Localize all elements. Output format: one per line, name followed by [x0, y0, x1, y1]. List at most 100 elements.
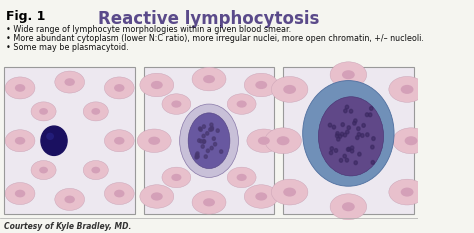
Circle shape: [345, 105, 349, 109]
Ellipse shape: [83, 161, 109, 180]
Circle shape: [209, 128, 212, 131]
Ellipse shape: [342, 202, 355, 211]
Text: Fig. 1: Fig. 1: [6, 10, 46, 23]
Ellipse shape: [303, 81, 394, 186]
Ellipse shape: [265, 128, 301, 154]
Ellipse shape: [227, 167, 256, 188]
Ellipse shape: [283, 85, 296, 94]
Ellipse shape: [319, 97, 383, 176]
FancyBboxPatch shape: [283, 67, 414, 214]
Circle shape: [199, 127, 201, 130]
Circle shape: [354, 161, 357, 165]
Ellipse shape: [258, 137, 270, 145]
Ellipse shape: [39, 167, 48, 173]
Ellipse shape: [140, 185, 174, 208]
Circle shape: [206, 149, 210, 153]
Circle shape: [365, 113, 369, 116]
Ellipse shape: [389, 76, 425, 102]
Ellipse shape: [237, 100, 246, 108]
Ellipse shape: [271, 179, 308, 205]
Circle shape: [334, 149, 337, 152]
Ellipse shape: [148, 137, 160, 145]
Ellipse shape: [151, 81, 163, 89]
Text: Reactive lymphocytosis: Reactive lymphocytosis: [98, 10, 319, 28]
Circle shape: [340, 132, 344, 136]
Ellipse shape: [83, 102, 109, 121]
Circle shape: [200, 140, 203, 143]
Ellipse shape: [15, 137, 25, 145]
Circle shape: [216, 129, 219, 132]
Ellipse shape: [188, 113, 230, 169]
Circle shape: [346, 147, 350, 151]
Circle shape: [202, 134, 205, 138]
Ellipse shape: [192, 67, 226, 91]
Ellipse shape: [39, 108, 48, 115]
Text: • More abundant cytoplasm (lower N:C ratio), more irregular nuclei, more open ch: • More abundant cytoplasm (lower N:C rat…: [6, 34, 424, 43]
Circle shape: [347, 147, 351, 151]
Circle shape: [354, 119, 357, 123]
Circle shape: [341, 123, 345, 127]
FancyBboxPatch shape: [4, 67, 135, 214]
Circle shape: [371, 145, 374, 149]
Ellipse shape: [64, 78, 75, 86]
Circle shape: [362, 123, 365, 127]
Ellipse shape: [255, 81, 267, 89]
Ellipse shape: [114, 137, 125, 145]
Ellipse shape: [271, 76, 308, 102]
Ellipse shape: [151, 192, 163, 201]
Ellipse shape: [283, 188, 296, 197]
Circle shape: [358, 152, 361, 156]
Ellipse shape: [15, 190, 25, 197]
Ellipse shape: [91, 108, 100, 115]
Ellipse shape: [114, 84, 125, 92]
Ellipse shape: [244, 73, 278, 97]
Ellipse shape: [104, 130, 134, 152]
Ellipse shape: [55, 71, 84, 93]
Ellipse shape: [5, 182, 35, 205]
Circle shape: [328, 123, 332, 127]
Circle shape: [344, 109, 347, 113]
Ellipse shape: [401, 188, 413, 197]
Text: Courtesy of Kyle Bradley, MD.: Courtesy of Kyle Bradley, MD.: [4, 222, 132, 231]
Ellipse shape: [162, 94, 191, 114]
Circle shape: [210, 146, 213, 150]
Circle shape: [353, 121, 356, 125]
Ellipse shape: [5, 77, 35, 99]
Ellipse shape: [244, 185, 278, 208]
Ellipse shape: [31, 161, 56, 180]
Ellipse shape: [180, 104, 238, 177]
Circle shape: [198, 139, 201, 142]
Ellipse shape: [64, 195, 75, 203]
Circle shape: [371, 161, 374, 164]
Ellipse shape: [104, 182, 134, 205]
Circle shape: [202, 140, 206, 143]
Circle shape: [350, 149, 354, 153]
Circle shape: [336, 132, 339, 135]
Circle shape: [204, 155, 207, 158]
Ellipse shape: [203, 75, 215, 83]
Circle shape: [206, 132, 209, 135]
Circle shape: [346, 130, 349, 134]
Circle shape: [195, 155, 198, 159]
Ellipse shape: [277, 136, 290, 145]
Circle shape: [368, 113, 372, 117]
Circle shape: [212, 137, 215, 140]
Text: • Wide range of lymphocyte morphologies within a given blood smear.: • Wide range of lymphocyte morphologies …: [6, 25, 292, 34]
Ellipse shape: [330, 62, 367, 88]
Circle shape: [202, 140, 206, 143]
FancyBboxPatch shape: [144, 67, 274, 214]
Ellipse shape: [401, 85, 413, 94]
Circle shape: [338, 134, 342, 138]
Ellipse shape: [171, 174, 182, 181]
Ellipse shape: [162, 167, 191, 188]
Circle shape: [219, 150, 223, 153]
Ellipse shape: [389, 179, 425, 205]
Circle shape: [210, 127, 213, 131]
Ellipse shape: [104, 77, 134, 99]
Circle shape: [343, 154, 346, 158]
Circle shape: [332, 125, 336, 129]
Ellipse shape: [227, 94, 256, 114]
Ellipse shape: [237, 174, 246, 181]
Circle shape: [195, 153, 199, 157]
Circle shape: [336, 134, 339, 138]
